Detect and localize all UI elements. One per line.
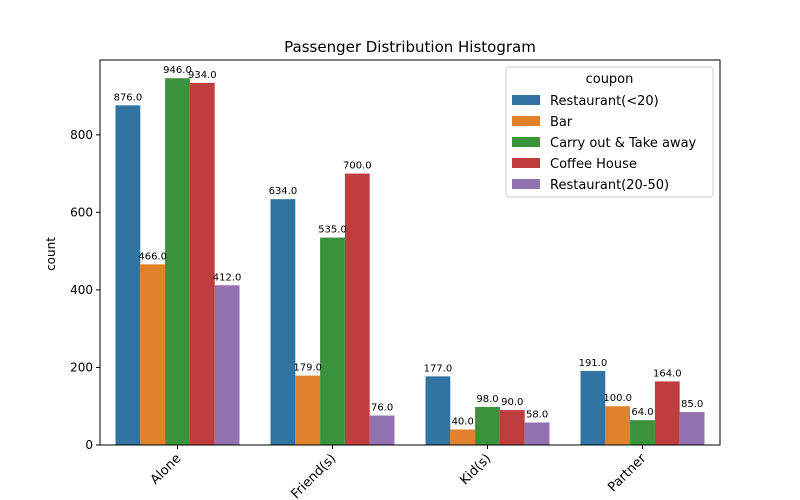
legend-swatch	[512, 137, 540, 147]
bar	[344, 173, 370, 445]
bars-group	[115, 78, 705, 445]
bar-value-label: 40.0	[452, 416, 474, 427]
bar-value-label: 177.0	[424, 363, 453, 374]
bar-value-label: 179.0	[293, 363, 322, 374]
y-tick-label: 200	[70, 360, 93, 374]
legend-label: Restaurant(20-50)	[550, 178, 669, 193]
bar-value-label: 535.0	[318, 225, 347, 236]
legend-swatch	[512, 95, 540, 105]
bar-value-label: 90.0	[501, 397, 523, 408]
bar	[425, 376, 451, 445]
bar-value-label: 946.0	[163, 65, 192, 76]
bar	[499, 410, 525, 445]
legend-label: Bar	[550, 115, 573, 130]
legend-label: Coffee House	[550, 157, 637, 172]
bar	[189, 82, 215, 445]
bar	[679, 412, 705, 445]
bar-value-labels: 876.0 634.0 177.0 191.0 466.0 179.0 40.0 100.0 9…	[114, 65, 704, 427]
legend-label: Carry out & Take away	[550, 136, 697, 151]
bar	[369, 415, 395, 445]
bar-value-label: 412.0	[213, 272, 242, 283]
bar	[450, 429, 476, 445]
bar	[654, 381, 680, 445]
legend-swatch	[512, 158, 540, 168]
x-tick-label: Kid(s)	[457, 451, 494, 488]
x-tick-label: Alone	[148, 451, 185, 488]
bar-value-label: 64.0	[631, 407, 653, 418]
bar	[524, 422, 550, 445]
bar-value-label: 85.0	[681, 399, 703, 410]
y-tick-label: 400	[70, 283, 93, 297]
bar	[605, 406, 631, 445]
y-tick-label: 600	[70, 205, 93, 219]
bar	[165, 78, 190, 445]
bar	[115, 105, 141, 445]
x-tick-label: Partner	[605, 451, 649, 495]
bar	[214, 285, 240, 445]
bar-value-label: 934.0	[188, 70, 217, 81]
bar	[140, 264, 166, 445]
legend-title: coupon	[586, 72, 634, 87]
bar-value-label: 876.0	[114, 92, 143, 103]
bar-value-label: 164.0	[653, 368, 682, 379]
plot-frame	[99, 59, 721, 446]
y-axis-ticks: 0 200 400 600 800	[70, 128, 100, 452]
bar-value-label: 466.0	[138, 251, 167, 262]
bar	[630, 420, 655, 445]
bar	[475, 407, 500, 445]
y-tick-label: 0	[85, 438, 93, 452]
bar-value-label: 191.0	[579, 358, 608, 369]
bar-value-label: 700.0	[343, 161, 372, 172]
bar-value-label: 634.0	[269, 186, 298, 197]
bar	[320, 237, 345, 445]
bar-value-label: 76.0	[371, 403, 393, 414]
legend-box	[505, 66, 714, 198]
bar-value-label: 100.0	[603, 393, 632, 404]
bar	[270, 199, 296, 445]
y-tick-label: 800	[70, 128, 93, 142]
legend-label: Restaurant(<20)	[550, 94, 659, 109]
bar-value-label: 98.0	[476, 394, 498, 405]
y-axis-label: count	[44, 237, 58, 271]
legend-swatch	[512, 179, 540, 189]
legend: coupon Restaurant(<20) Bar Carry out & Take…	[505, 66, 714, 198]
bar	[580, 370, 606, 445]
legend-swatch	[512, 116, 540, 126]
x-axis-ticks: Alone Friend(s) Kid(s) Partner	[148, 445, 650, 500]
x-tick-label: Friend(s)	[288, 451, 339, 500]
bar-value-label: 58.0	[526, 410, 548, 421]
bar	[295, 375, 321, 445]
chart-title: Passenger Distribution Histogram	[284, 38, 536, 56]
